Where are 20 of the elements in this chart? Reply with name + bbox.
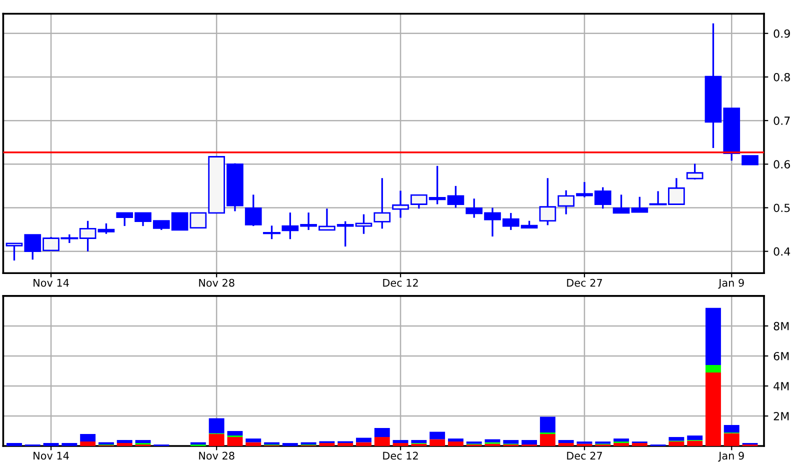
x-tick-label: Nov 28 (199, 452, 234, 460)
y-tick-label: 0.5 (774, 204, 790, 212)
y-tick-label: 0.6 (774, 160, 790, 169)
x-tick-label: Nov 14 (34, 279, 69, 287)
y-tick-label: 0.7 (774, 116, 790, 125)
y-tick-label: 8M (774, 322, 789, 330)
x-tick-label: Jan 9 (718, 278, 744, 289)
x-tick-label: Dec 12 (383, 452, 418, 460)
y-tick-label: 6M (774, 352, 789, 360)
x-tick-label: Dec 27 (567, 452, 602, 460)
y-tick-label: 4M (774, 382, 789, 390)
x-tick-label: Dec 27 (567, 278, 602, 287)
y-tick-label: 0.8 (774, 72, 790, 82)
x-tick-label: Dec 12 (383, 278, 418, 287)
y-tick-label: 2M (774, 412, 789, 420)
x-tick-label: Nov 28 (199, 278, 234, 287)
x-tick-label: Nov 14 (34, 452, 69, 460)
x-tick-label: Jan 9 (718, 452, 744, 462)
y-tick-label: 0.9 (774, 29, 790, 38)
y-tick-label: 0.4 (774, 247, 790, 256)
